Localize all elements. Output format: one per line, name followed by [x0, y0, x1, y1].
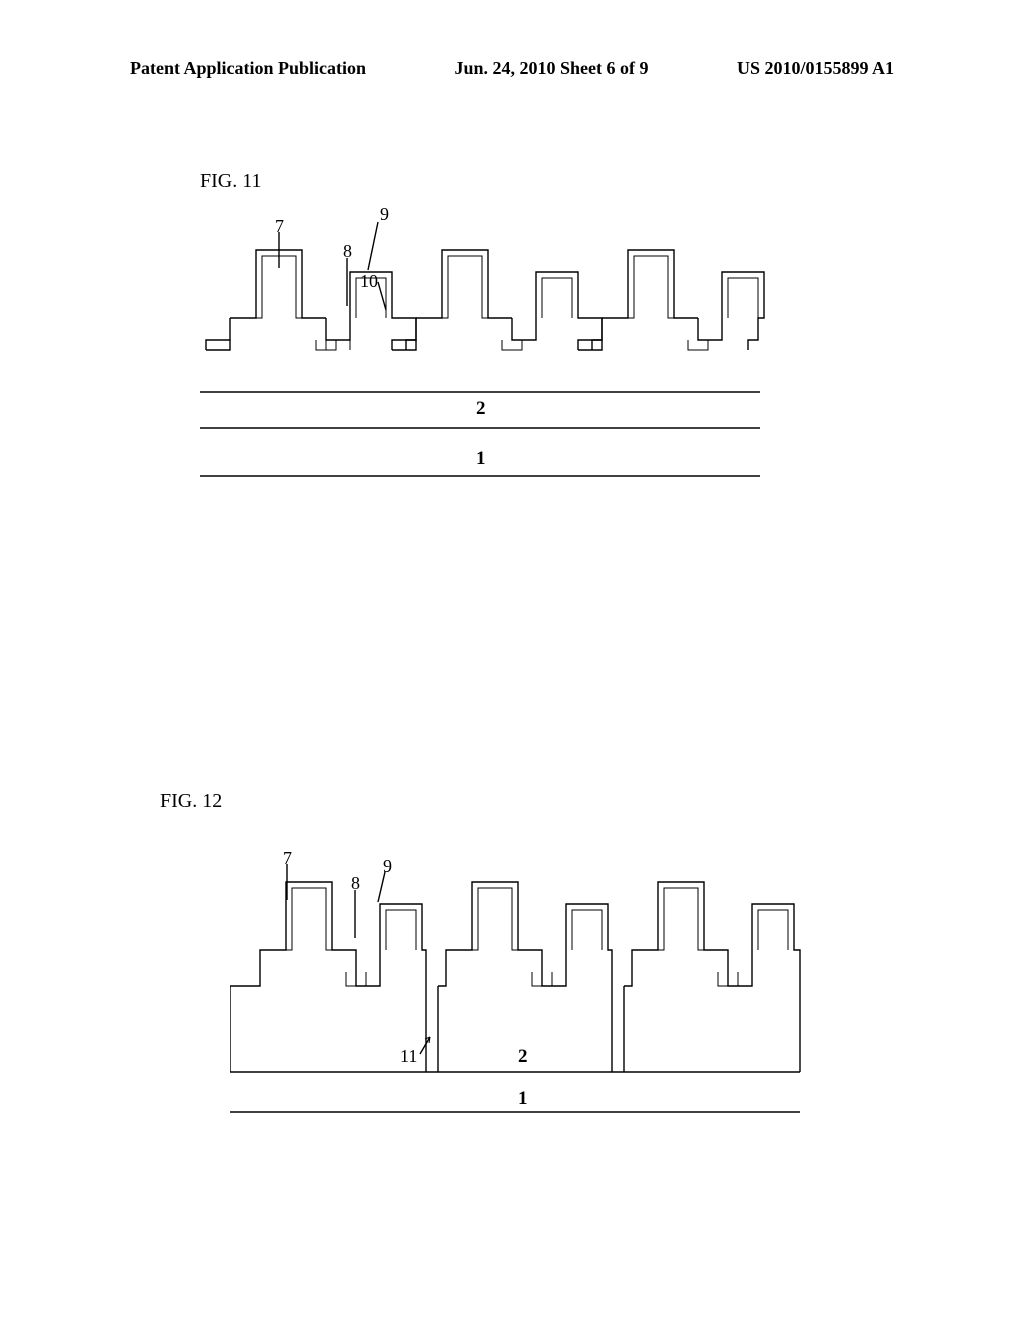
fig12-label: FIG. 12	[160, 790, 222, 813]
fig12-ref-9: 9	[383, 856, 392, 877]
fig11-ref-10: 10	[360, 271, 378, 292]
fig11-ref-9: 9	[380, 204, 389, 225]
fig12-ref-7: 7	[283, 848, 292, 869]
fig11-svg	[200, 210, 770, 480]
fig11-label: FIG. 11	[200, 170, 261, 193]
fig12-ref-8: 8	[351, 873, 360, 894]
header-left: Patent Application Publication	[130, 58, 366, 79]
header-center: Jun. 24, 2010 Sheet 6 of 9	[454, 58, 648, 79]
fig11-ref-7: 7	[275, 216, 284, 237]
fig12-layer-2: 2	[518, 1046, 528, 1068]
fig12-svg	[230, 842, 810, 1122]
fig12-diagram: 7 8 9 11 2 1	[230, 842, 810, 1122]
page-header: Patent Application Publication Jun. 24, …	[0, 58, 1024, 79]
fig11-ref-8: 8	[343, 241, 352, 262]
header-right: US 2010/0155899 A1	[737, 58, 894, 79]
fig12-layer-1: 1	[518, 1088, 528, 1110]
fig11-layer-2: 2	[476, 398, 486, 420]
fig11-layer-1: 1	[476, 448, 486, 470]
fig11-diagram: 7 8 9 10 2 1	[200, 210, 770, 480]
fig12-ref-11: 11	[400, 1046, 417, 1067]
